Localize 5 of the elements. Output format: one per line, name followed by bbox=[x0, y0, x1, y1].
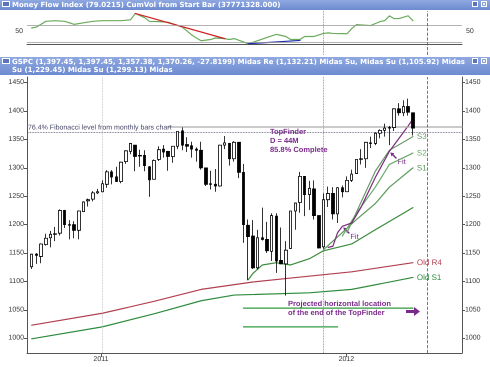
series-label: Old S1 bbox=[416, 272, 442, 282]
series-label: S1 bbox=[416, 163, 428, 172]
series-label: S3 bbox=[416, 132, 428, 142]
series-label: Old R4 bbox=[416, 258, 442, 268]
series-label: S2 bbox=[416, 148, 428, 158]
